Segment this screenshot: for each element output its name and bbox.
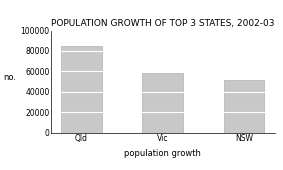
Text: POPULATION GROWTH OF TOP 3 STATES, 2002-03: POPULATION GROWTH OF TOP 3 STATES, 2002-… bbox=[51, 19, 275, 28]
Bar bbox=[224, 80, 264, 133]
X-axis label: population growth: population growth bbox=[124, 149, 201, 158]
Y-axis label: no.: no. bbox=[3, 73, 16, 82]
Bar bbox=[142, 73, 183, 133]
Bar bbox=[61, 46, 102, 133]
